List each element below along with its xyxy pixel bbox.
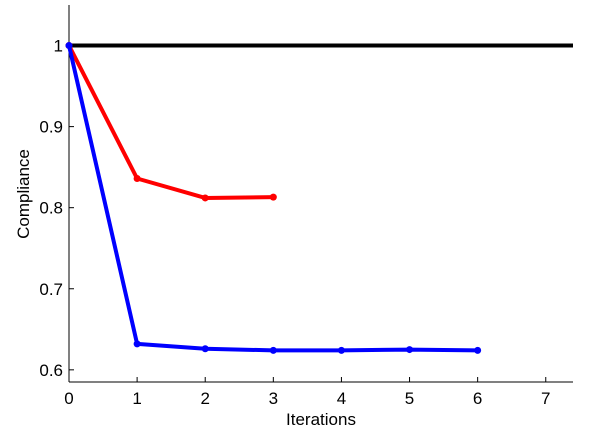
x-tick-label: 5 bbox=[405, 389, 414, 408]
x-tick-label: 1 bbox=[132, 389, 141, 408]
x-tick-label: 7 bbox=[541, 389, 550, 408]
x-tick-label: 0 bbox=[64, 389, 73, 408]
y-tick-label: 0.6 bbox=[39, 361, 63, 380]
data-point bbox=[201, 345, 209, 353]
x-tick-label: 4 bbox=[337, 389, 346, 408]
data-point bbox=[406, 346, 414, 354]
x-axis-label: Iterations bbox=[286, 410, 356, 429]
data-point bbox=[133, 340, 141, 348]
data-point bbox=[337, 346, 345, 354]
data-point bbox=[201, 194, 209, 202]
data-point bbox=[269, 193, 277, 201]
series-line bbox=[67, 44, 274, 200]
x-tick-label: 2 bbox=[200, 389, 209, 408]
data-point bbox=[133, 175, 141, 183]
y-tick-label: 0.7 bbox=[39, 280, 63, 299]
y-tick-label: 0.9 bbox=[39, 118, 63, 137]
x-tick-label: 3 bbox=[269, 389, 278, 408]
y-tick-label: 0.8 bbox=[39, 199, 63, 218]
y-axis-label: Compliance bbox=[14, 149, 33, 239]
data-point bbox=[269, 346, 277, 354]
y-tick-label: 1 bbox=[54, 37, 63, 56]
data-point bbox=[474, 346, 482, 354]
data-point bbox=[65, 42, 73, 50]
x-tick-label: 6 bbox=[473, 389, 482, 408]
